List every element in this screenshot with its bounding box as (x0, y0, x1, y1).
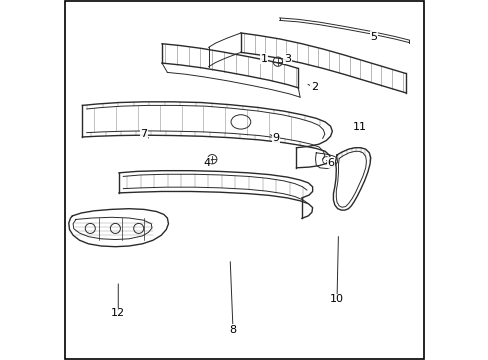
Text: 9: 9 (272, 133, 279, 143)
Text: 5: 5 (369, 32, 376, 41)
Text: 12: 12 (111, 309, 125, 318)
Text: 7: 7 (140, 129, 147, 139)
Text: 10: 10 (329, 294, 344, 304)
Text: 6: 6 (326, 158, 333, 168)
Text: 3: 3 (284, 54, 290, 64)
Text: 1: 1 (260, 54, 267, 64)
Text: 4: 4 (203, 158, 210, 168)
Text: 8: 8 (229, 325, 236, 335)
Text: 2: 2 (310, 82, 317, 93)
Text: 11: 11 (352, 122, 366, 132)
